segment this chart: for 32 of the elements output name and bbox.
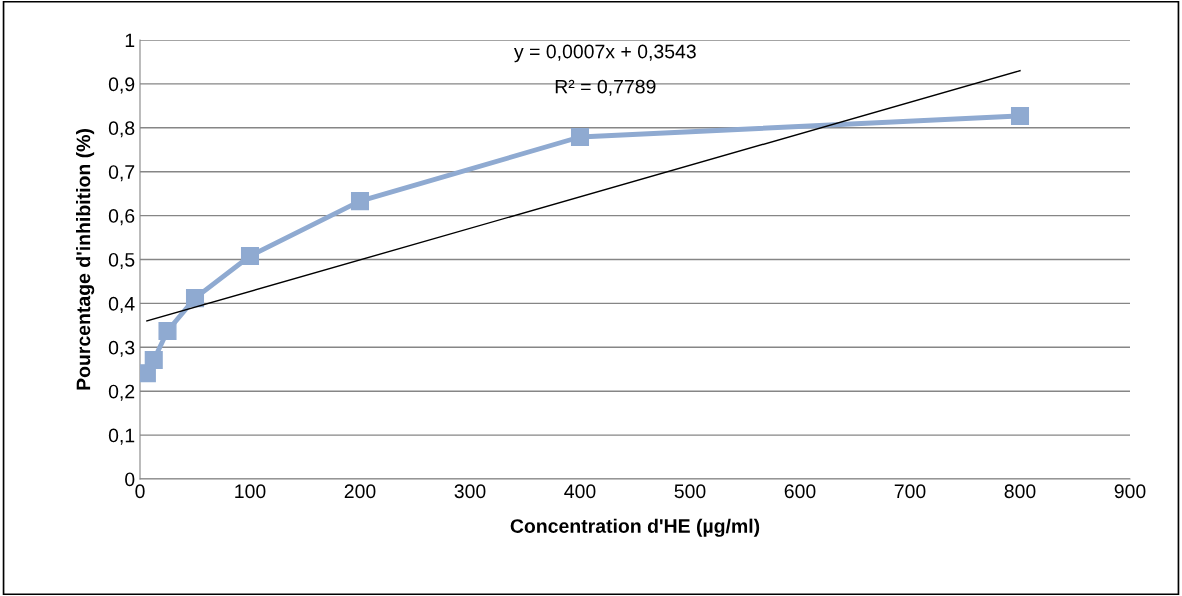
x-tick-label: 0 [135,484,145,499]
x-tick-label: 300 [454,484,486,499]
annotation: y = 0,0007x + 0,3543 [514,44,696,63]
point [144,351,163,370]
point [570,127,590,147]
y-tick-label: 0,8 [108,121,135,138]
x-tick-label: 800 [1004,484,1036,499]
point [185,289,205,308]
x-axis-title: Concentration d'HE (µg/ml) [510,518,760,537]
x-tick-label: 700 [894,484,926,499]
x-tick-label: 600 [784,484,816,499]
y-tick-label: 0,2 [108,384,135,401]
x-tick-label: 900 [1114,484,1146,499]
point [240,246,260,266]
point [350,192,370,211]
annotation: R² = 0,7789 [555,79,656,96]
point [158,322,177,341]
y-tick-label: 0 [125,472,135,487]
y-axis-title: Pourcentage d'inhibition (%) [76,129,95,390]
y-tick-label: 0,6 [108,209,135,226]
y-tick-label: 0,3 [108,340,135,357]
y-tick-label: 0,5 [108,252,135,270]
y-tick-label: 0,4 [108,296,135,313]
y-tick-label: 0,7 [108,165,135,182]
x-tick-label: 100 [235,484,266,499]
x-tick-label: 400 [564,484,596,499]
x-tick-label: 500 [674,484,706,499]
y-tick-label: 0,9 [108,77,135,94]
y-tick-label: 0,1 [108,428,135,445]
point [1010,106,1030,125]
y-tick-label: 1 [125,33,135,48]
x-tick-label: 200 [344,484,376,499]
